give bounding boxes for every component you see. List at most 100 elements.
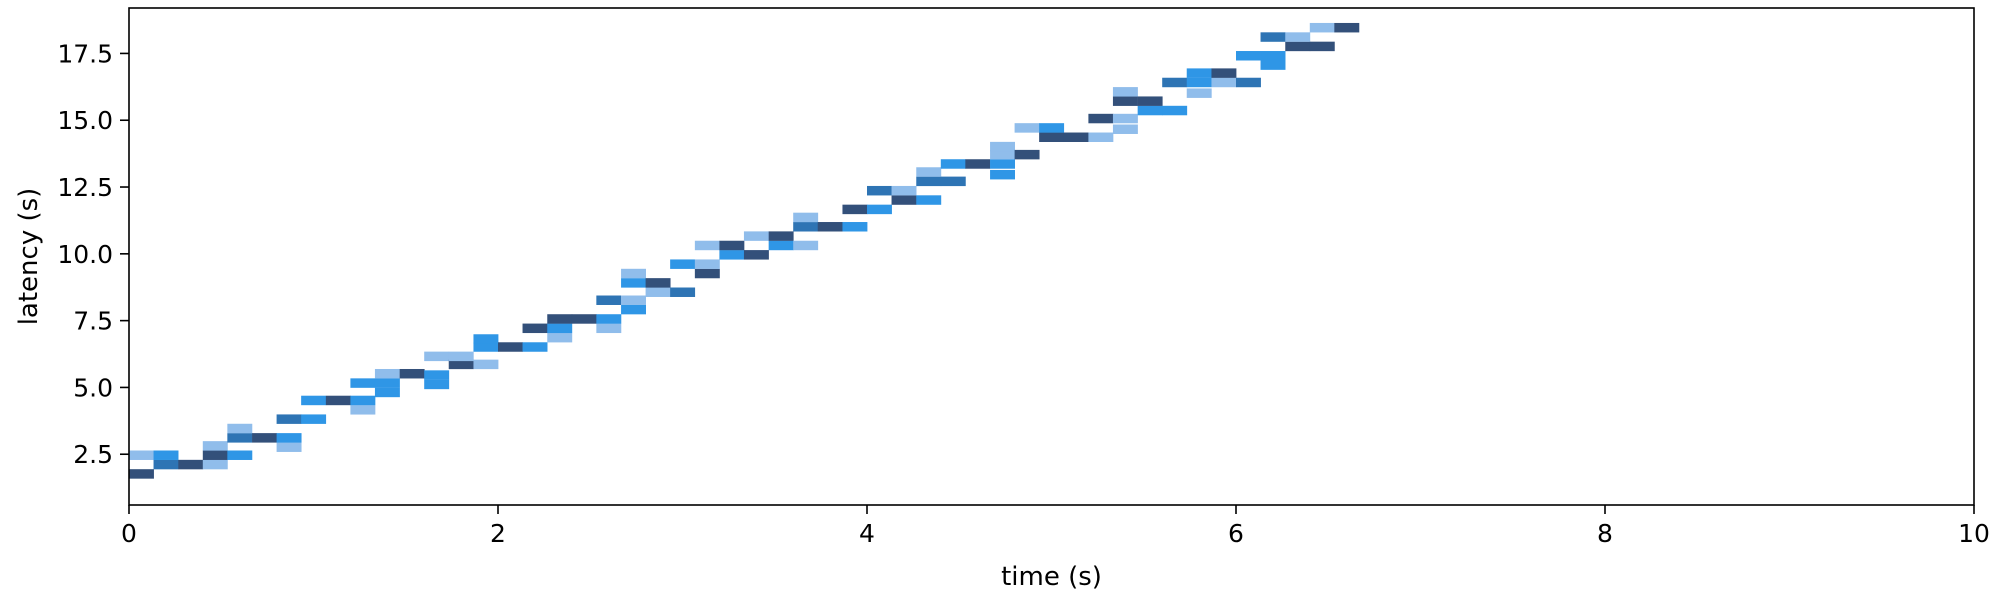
y-tick-label: 15.0 — [57, 106, 113, 135]
histogram-cell — [670, 259, 696, 269]
histogram-cell — [743, 250, 769, 260]
histogram-cell — [621, 268, 646, 279]
histogram-cell — [547, 332, 573, 343]
histogram-cell — [719, 250, 745, 260]
histogram-cell — [694, 240, 720, 251]
x-tick-label: 2 — [490, 519, 506, 548]
histogram-cell — [473, 334, 499, 344]
histogram-cell — [1309, 41, 1335, 52]
histogram-cell — [1162, 77, 1188, 88]
histogram-cell — [1211, 77, 1237, 88]
histogram-cell — [522, 323, 548, 334]
y-tick-label: 7.5 — [73, 307, 113, 336]
histogram-cell — [424, 351, 450, 362]
histogram-cell — [252, 433, 277, 443]
histogram-cell — [940, 176, 966, 187]
histogram-cell — [448, 351, 474, 362]
histogram-cell — [768, 231, 794, 241]
y-tick-label: 10.0 — [57, 240, 113, 269]
histogram-cell — [1137, 105, 1163, 116]
histogram-cell — [202, 450, 228, 460]
histogram-cell — [621, 304, 646, 315]
histogram-cell — [916, 176, 942, 187]
histogram-cell — [178, 459, 204, 470]
histogram-cell — [1063, 132, 1089, 142]
histogram-cell — [842, 204, 868, 215]
histogram-cell — [153, 459, 179, 470]
histogram-cell — [891, 195, 917, 205]
histogram-cell — [1112, 87, 1138, 97]
histogram-cell — [596, 314, 622, 324]
x-tick-label: 8 — [1597, 519, 1613, 548]
histogram-cell — [990, 141, 1015, 152]
x-tick-label: 0 — [121, 519, 137, 548]
histogram-cell — [817, 222, 843, 232]
y-axis-label: latency (s) — [14, 188, 44, 326]
histogram-cell — [301, 395, 327, 406]
histogram-cell — [1137, 96, 1163, 106]
histogram-cell — [1260, 32, 1286, 42]
histogram-cell — [129, 469, 154, 479]
histogram-cell — [1186, 88, 1212, 98]
histogram-cell — [1285, 41, 1311, 52]
histogram-cell — [793, 222, 819, 232]
histogram-cell — [1309, 22, 1335, 33]
x-axis-ticks: 0 2 4 6 8 10 — [121, 505, 1990, 548]
histogram-cell — [694, 259, 720, 269]
histogram-cell — [1285, 32, 1311, 42]
histogram-cell — [325, 395, 351, 406]
histogram-cell — [621, 295, 646, 305]
histogram-cell — [276, 442, 302, 452]
histogram-cell — [374, 378, 400, 388]
histogram-cell — [399, 368, 425, 379]
histogram-cell — [1260, 51, 1286, 61]
histogram-cell — [1039, 132, 1065, 142]
histogram-cell — [1112, 113, 1138, 124]
histogram-cell — [990, 169, 1015, 180]
x-axis-label: time (s) — [1001, 562, 1102, 592]
histogram-cell — [202, 459, 228, 470]
histogram-cell — [522, 342, 548, 352]
histogram-cell — [1186, 68, 1212, 78]
histogram-cell — [621, 278, 646, 288]
histogram-cell — [1014, 149, 1040, 160]
histogram-cell — [473, 359, 499, 370]
histogram-cell — [424, 370, 450, 380]
x-tick-label: 10 — [1958, 519, 1990, 548]
histogram-cell — [743, 231, 769, 241]
histogram-cell — [867, 185, 892, 196]
histogram-cell — [916, 195, 942, 205]
plot-frame — [128, 7, 1975, 506]
histogram-cell — [350, 405, 376, 415]
histogram-cell — [793, 212, 819, 223]
histogram-cell — [1112, 124, 1138, 134]
histogram-cell — [227, 433, 253, 443]
histogram-cell — [227, 450, 253, 460]
y-axis-ticks: 2.5 5.0 7.5 10.0 12.5 15.0 17.5 — [57, 39, 129, 469]
y-tick-label: 5.0 — [73, 373, 113, 402]
histogram-cell — [1088, 132, 1114, 142]
histogram-cell — [965, 159, 991, 169]
y-tick-label: 17.5 — [57, 39, 113, 68]
histogram-cell — [793, 240, 819, 251]
histogram-cell — [498, 342, 523, 352]
histogram-cell — [276, 414, 302, 424]
histogram-cell — [1260, 60, 1286, 70]
histogram-cell — [940, 159, 966, 169]
histogram-cell — [842, 222, 868, 232]
histogram-cell — [1112, 96, 1138, 106]
histogram-cell — [1236, 51, 1261, 61]
histogram-cell — [891, 185, 917, 196]
histogram-cell — [227, 423, 253, 434]
histogram-cell — [645, 287, 671, 297]
histogram-cell — [670, 287, 696, 297]
histogram-cell — [571, 314, 597, 324]
histogram-cell — [153, 450, 179, 460]
histogram-cell — [374, 387, 400, 398]
histogram-cell — [374, 368, 400, 379]
histogram-cell — [1162, 105, 1188, 116]
histogram-cell — [1334, 22, 1360, 33]
histogram-cell — [301, 414, 327, 424]
histogram-cell — [473, 342, 499, 352]
